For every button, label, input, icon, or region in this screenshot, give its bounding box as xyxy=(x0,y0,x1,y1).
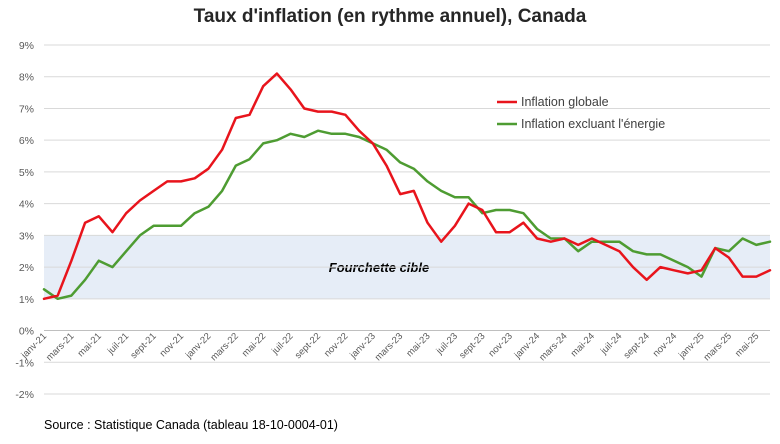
x-tick-label: sept-21 xyxy=(129,331,159,361)
legend-label: Inflation globale xyxy=(521,95,609,109)
y-tick-label: 8% xyxy=(19,72,34,84)
x-tick-label: mars-22 xyxy=(208,331,240,363)
legend: Inflation globale Inflation excluant l'én… xyxy=(497,95,665,131)
y-tick-label: 0% xyxy=(19,326,34,338)
x-tick-label: sept-24 xyxy=(622,331,652,361)
y-tick-label: 4% xyxy=(19,199,34,211)
source-note: Source : Statistique Canada (tableau 18-… xyxy=(44,418,338,432)
y-axis-ticks: -2% -1% 0% 1% 2% 3% 4% 5% 6% 7% 8% 9% xyxy=(15,40,34,401)
chart-title: Taux d'inflation (en rythme annuel), Can… xyxy=(193,6,587,27)
y-tick-label: -2% xyxy=(15,389,34,401)
x-tick-label: mars-24 xyxy=(537,331,569,363)
x-tick-label: sept-22 xyxy=(293,331,323,361)
series-line xyxy=(42,72,772,301)
x-tick-label: mai-22 xyxy=(240,331,268,359)
series-lines xyxy=(42,72,772,301)
x-tick-label: mai-21 xyxy=(76,331,104,359)
y-tick-label: 6% xyxy=(19,135,34,147)
x-tick-label: mars-23 xyxy=(373,331,405,363)
x-tick-label: sept-23 xyxy=(457,331,487,361)
legend-label: Inflation excluant l'énergie xyxy=(521,117,665,131)
x-tick-label: mai-24 xyxy=(569,331,597,359)
x-tick-label: nov-24 xyxy=(651,331,679,359)
y-tick-label: 2% xyxy=(19,262,34,274)
x-tick-label: mai-25 xyxy=(733,331,761,359)
x-tick-label: nov-21 xyxy=(158,331,186,359)
x-tick-label: mars-21 xyxy=(44,331,76,363)
y-tick-label: 1% xyxy=(19,294,34,306)
x-tick-label: nov-22 xyxy=(322,331,350,359)
y-tick-label: 5% xyxy=(19,167,34,179)
x-tick-label: mars-25 xyxy=(702,331,734,363)
y-tick-label: -1% xyxy=(15,357,34,369)
gridlines xyxy=(44,44,770,395)
y-tick-label: 3% xyxy=(19,230,34,242)
y-tick-label: 9% xyxy=(19,40,34,52)
x-tick-label: mai-23 xyxy=(404,331,432,359)
x-tick-label: nov-23 xyxy=(487,331,515,359)
y-tick-label: 7% xyxy=(19,103,34,115)
series-line xyxy=(42,129,772,301)
